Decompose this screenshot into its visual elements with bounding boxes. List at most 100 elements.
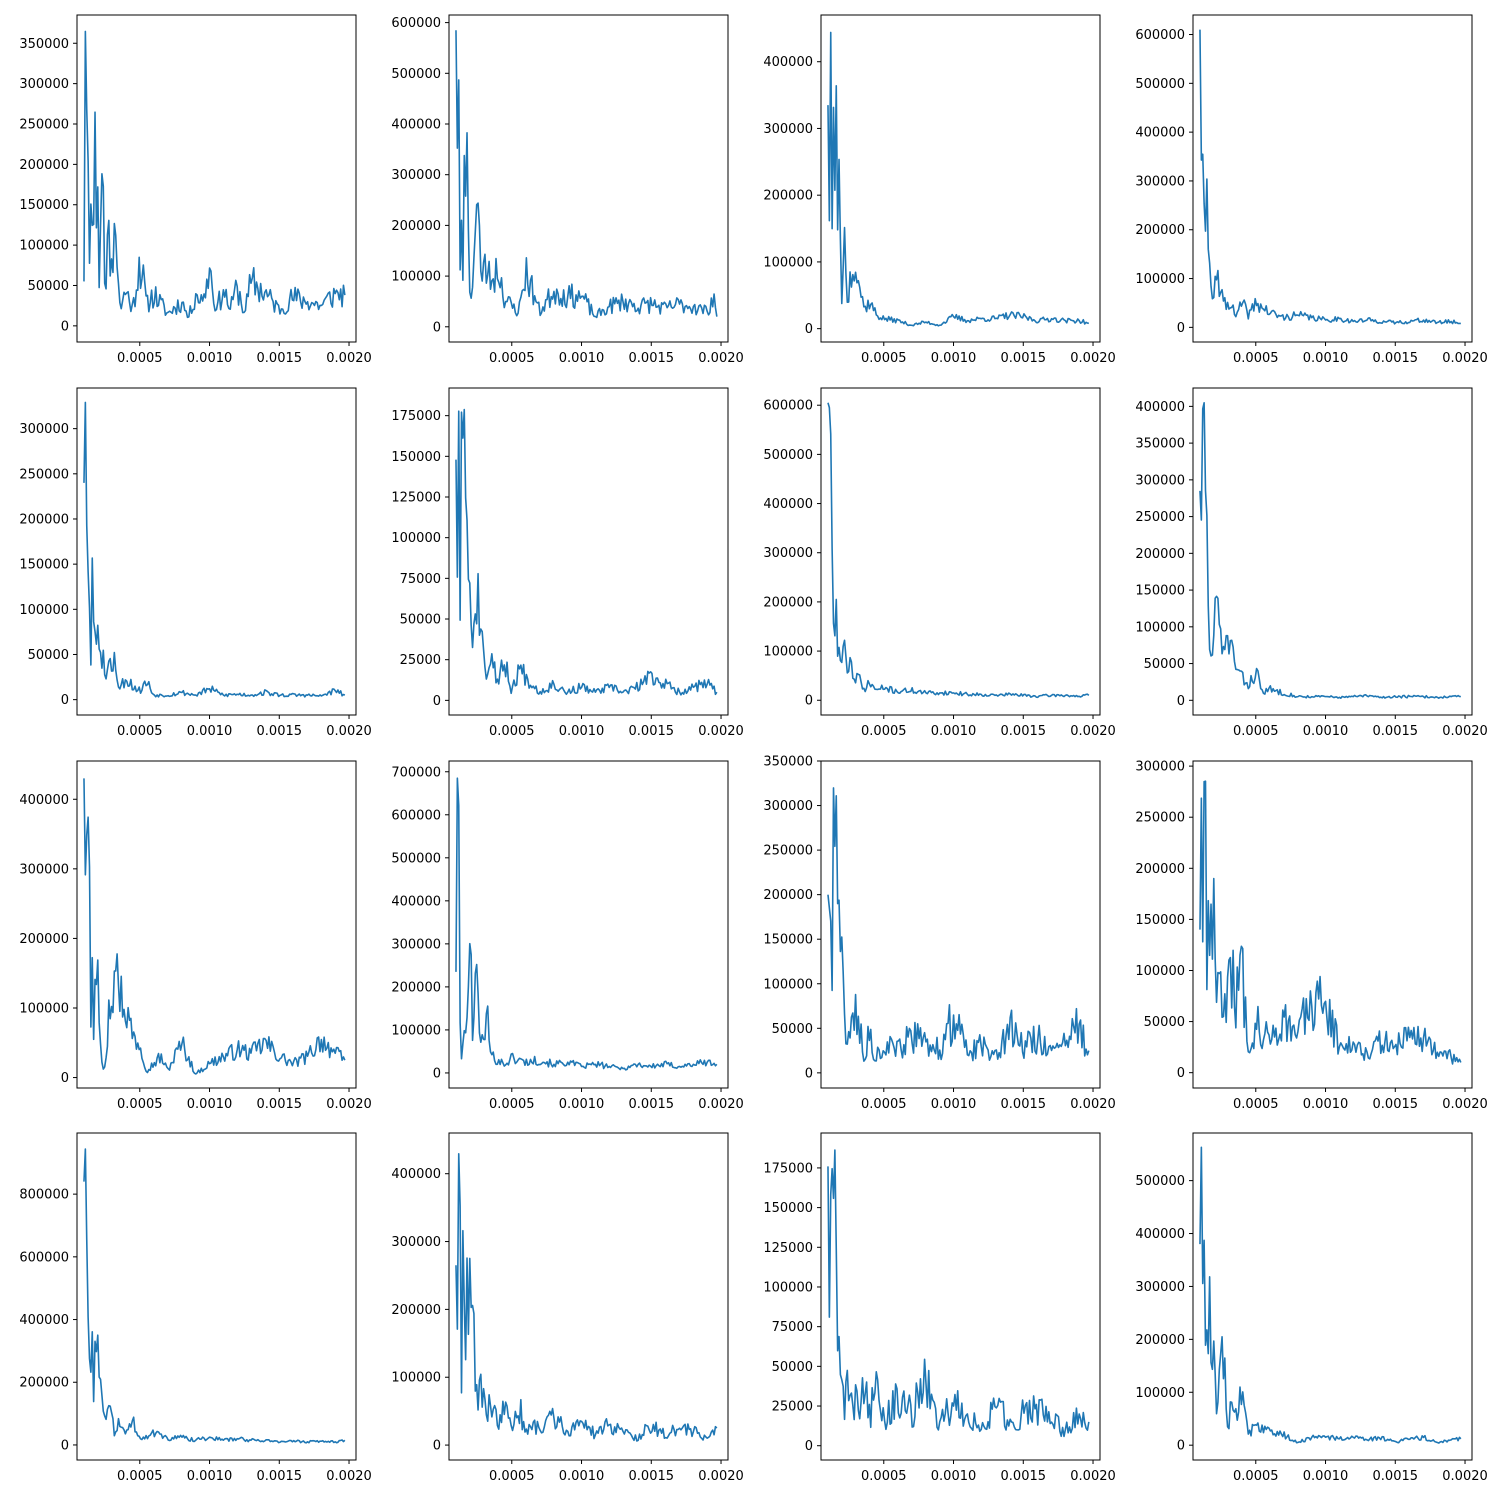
y-tick-label: 350000	[763, 755, 813, 770]
y-tick-label: 50000	[400, 613, 441, 628]
y-tick-label: 125000	[763, 1241, 813, 1256]
x-tick-label: 0.0010	[1303, 1469, 1349, 1484]
y-tick-label: 200000	[19, 512, 69, 527]
x-tick-label: 0.0010	[559, 351, 605, 366]
x-tick-label: 0.0005	[1233, 1469, 1279, 1484]
x-tick-label: 0.0005	[861, 351, 907, 366]
x-tick-label: 0.0015	[257, 1469, 303, 1484]
subplot-16: 0.0005 0.0010 0.0015 0.0020 0 100000 200000 300…	[1135, 1132, 1488, 1484]
x-tick-label: 0.0020	[326, 351, 372, 366]
subplot-9: 0.0005 0.0010 0.0015 0.0020 0 100000 200000 300…	[19, 760, 372, 1112]
y-tick-label: 300000	[19, 862, 69, 877]
y-tick-label: 0	[433, 694, 441, 709]
axes-frame	[820, 760, 1101, 1089]
y-tick-label: 250000	[763, 844, 813, 859]
y-tick-label: 0	[433, 1439, 441, 1454]
subplot-10: 0.0005 0.0010 0.0015 0.0020 0 100000 200000 300…	[391, 760, 744, 1112]
x-tick-label: 0.0015	[1001, 1469, 1047, 1484]
y-tick-label: 175000	[763, 1161, 813, 1176]
y-tick-label: 400000	[1135, 126, 1185, 141]
y-tick-label: 150000	[19, 558, 69, 573]
y-tick-label: 500000	[391, 851, 441, 866]
y-tick-label: 400000	[1135, 400, 1185, 415]
axes-frame	[448, 1132, 729, 1461]
y-tick-label: 200000	[391, 219, 441, 234]
x-tick-label: 0.0020	[1070, 724, 1116, 739]
x-tick-label: 0.0010	[1303, 724, 1349, 739]
x-tick-label: 0.0015	[257, 724, 303, 739]
x-tick-label: 0.0010	[187, 351, 233, 366]
y-tick-label: 600000	[763, 399, 813, 414]
y-tick-label: 100000	[1135, 620, 1185, 635]
x-tick-label: 0.0020	[698, 351, 744, 366]
y-tick-label: 500000	[1135, 1174, 1185, 1189]
y-tick-label: 175000	[391, 409, 441, 424]
y-tick-label: 300000	[19, 422, 69, 437]
x-tick-label: 0.0010	[187, 1097, 233, 1112]
x-tick-label: 0.0010	[931, 1469, 977, 1484]
y-tick-label: 100000	[763, 255, 813, 270]
axes-frame	[1192, 14, 1473, 343]
axes-frame	[1192, 387, 1473, 716]
x-tick-label: 0.0010	[559, 1469, 605, 1484]
y-tick-label: 700000	[391, 765, 441, 780]
y-tick-label: 400000	[763, 55, 813, 70]
y-tick-label: 100000	[1135, 272, 1185, 287]
y-tick-label: 0	[805, 694, 813, 709]
series-line-1-1	[83, 30, 346, 319]
series-line-10-1	[455, 777, 718, 1071]
y-tick-label: 200000	[763, 189, 813, 204]
axes-frame	[820, 14, 1101, 343]
subplot-15: 0.0005 0.0010 0.0015 0.0020 0 25000 50000 75000…	[763, 1132, 1116, 1484]
y-tick-label: 0	[1177, 694, 1185, 709]
y-tick-label: 25000	[772, 1400, 813, 1415]
x-tick-label: 0.0020	[698, 1469, 744, 1484]
y-tick-label: 100000	[1135, 1386, 1185, 1401]
x-tick-label: 0.0015	[1001, 351, 1047, 366]
axes-frame	[448, 760, 729, 1089]
y-tick-label: 200000	[19, 932, 69, 947]
y-tick-label: 500000	[391, 67, 441, 82]
subplot-13: 0.0005 0.0010 0.0015 0.0020 0 200000 400000 600…	[19, 1132, 372, 1484]
subplot-3: 0.0005 0.0010 0.0015 0.0020 0 100000 200000 300…	[763, 14, 1116, 366]
subplot-2: 0.0005 0.0010 0.0015 0.0020 0 100000 200000 300…	[391, 14, 744, 366]
y-tick-label: 200000	[763, 888, 813, 903]
y-tick-label: 300000	[1135, 1280, 1185, 1295]
x-tick-label: 0.0015	[257, 1097, 303, 1112]
y-tick-label: 400000	[391, 1167, 441, 1182]
y-tick-label: 200000	[391, 980, 441, 995]
axes-frame	[448, 387, 729, 716]
y-tick-label: 250000	[1135, 811, 1185, 826]
y-tick-label: 400000	[19, 1313, 69, 1328]
x-tick-label: 0.0020	[326, 724, 372, 739]
x-tick-label: 0.0020	[1442, 1469, 1488, 1484]
y-tick-label: 50000	[28, 279, 69, 294]
y-tick-label: 150000	[1135, 584, 1185, 599]
y-tick-label: 100000	[19, 239, 69, 254]
x-tick-label: 0.0020	[1070, 351, 1116, 366]
subplot-5: 0.0005 0.0010 0.0015 0.0020 0 50000 100000 1500…	[19, 387, 372, 739]
subplot-11: 0.0005 0.0010 0.0015 0.0020 0 50000 100000 1500…	[763, 755, 1115, 1113]
x-tick-label: 0.0005	[1233, 724, 1279, 739]
x-tick-label: 0.0015	[1373, 1097, 1419, 1112]
y-tick-label: 800000	[19, 1188, 69, 1203]
y-tick-label: 100000	[391, 1023, 441, 1038]
y-tick-label: 150000	[763, 933, 813, 948]
series-line-8-1	[1199, 402, 1461, 700]
x-tick-label: 0.0010	[931, 724, 977, 739]
y-tick-label: 125000	[391, 491, 441, 506]
series-line-9-1	[83, 778, 346, 1075]
x-tick-label: 0.0015	[629, 1469, 675, 1484]
series-line-11-1	[827, 787, 1090, 1062]
x-tick-label: 0.0020	[1070, 1097, 1116, 1112]
x-tick-label: 0.0010	[187, 1469, 233, 1484]
subplot-7: 0.0005 0.0010 0.0015 0.0020 0 100000 200000 300…	[763, 387, 1116, 739]
y-tick-label: 150000	[1135, 913, 1185, 928]
y-tick-label: 400000	[19, 793, 69, 808]
x-tick-label: 0.0005	[117, 724, 163, 739]
axes-frame	[820, 1132, 1101, 1461]
x-tick-label: 0.0020	[698, 724, 744, 739]
x-tick-label: 0.0015	[1373, 351, 1419, 366]
y-tick-label: 300000	[763, 122, 813, 137]
